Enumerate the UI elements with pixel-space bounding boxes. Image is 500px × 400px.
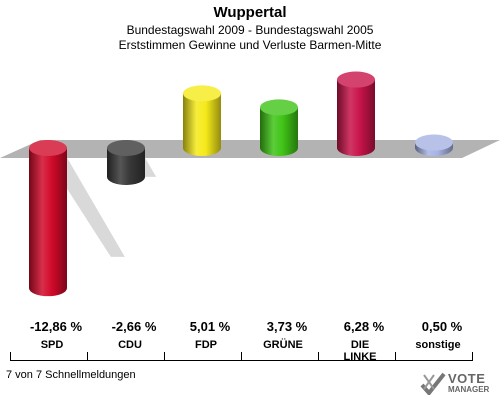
bar-sonstige	[415, 134, 453, 156]
x-axis-tick	[87, 352, 88, 361]
footer-status: 7 von 7 Schnellmeldungen	[6, 369, 136, 381]
value-label: 3,73 %	[266, 319, 308, 334]
category-label: FDP	[195, 339, 217, 351]
value-label: -2,66 %	[111, 319, 157, 334]
logo-text-vote: VOTE	[448, 371, 486, 386]
x-axis-tick	[10, 352, 11, 361]
logo-text-manager: MANAGER	[448, 385, 490, 394]
bar-gr-ne	[260, 99, 298, 156]
x-axis-tick	[395, 352, 396, 361]
x-axis-tick	[241, 352, 242, 361]
bar-cdu	[107, 140, 145, 185]
vote-manager-logo: VOTE MANAGER	[420, 369, 496, 397]
category-label: GRÜNE	[263, 339, 303, 351]
chart-title: Wuppertal	[213, 4, 287, 21]
vote-check-icon	[420, 372, 446, 395]
value-label: -12,86 %	[29, 319, 83, 334]
chart-subtitle-2: Erststimmen Gewinne und Verluste Barmen-…	[118, 38, 382, 52]
bar-fdp	[183, 85, 221, 156]
value-label: 0,50 %	[421, 319, 463, 334]
value-label: 5,01 %	[189, 319, 231, 334]
x-axis-tick	[472, 352, 473, 361]
x-axis-tick	[318, 352, 319, 361]
bar-die-linke	[337, 71, 375, 156]
category-label: SPD	[40, 339, 64, 351]
x-axis-tick	[164, 352, 165, 361]
chart-subtitle-1: Bundestagswahl 2009 - Bundestagswahl 200…	[126, 23, 374, 37]
value-label: 6,28 %	[343, 319, 385, 334]
category-label: CDU	[118, 339, 142, 351]
category-label: sonstige	[415, 339, 461, 351]
bar-spd	[29, 140, 67, 297]
